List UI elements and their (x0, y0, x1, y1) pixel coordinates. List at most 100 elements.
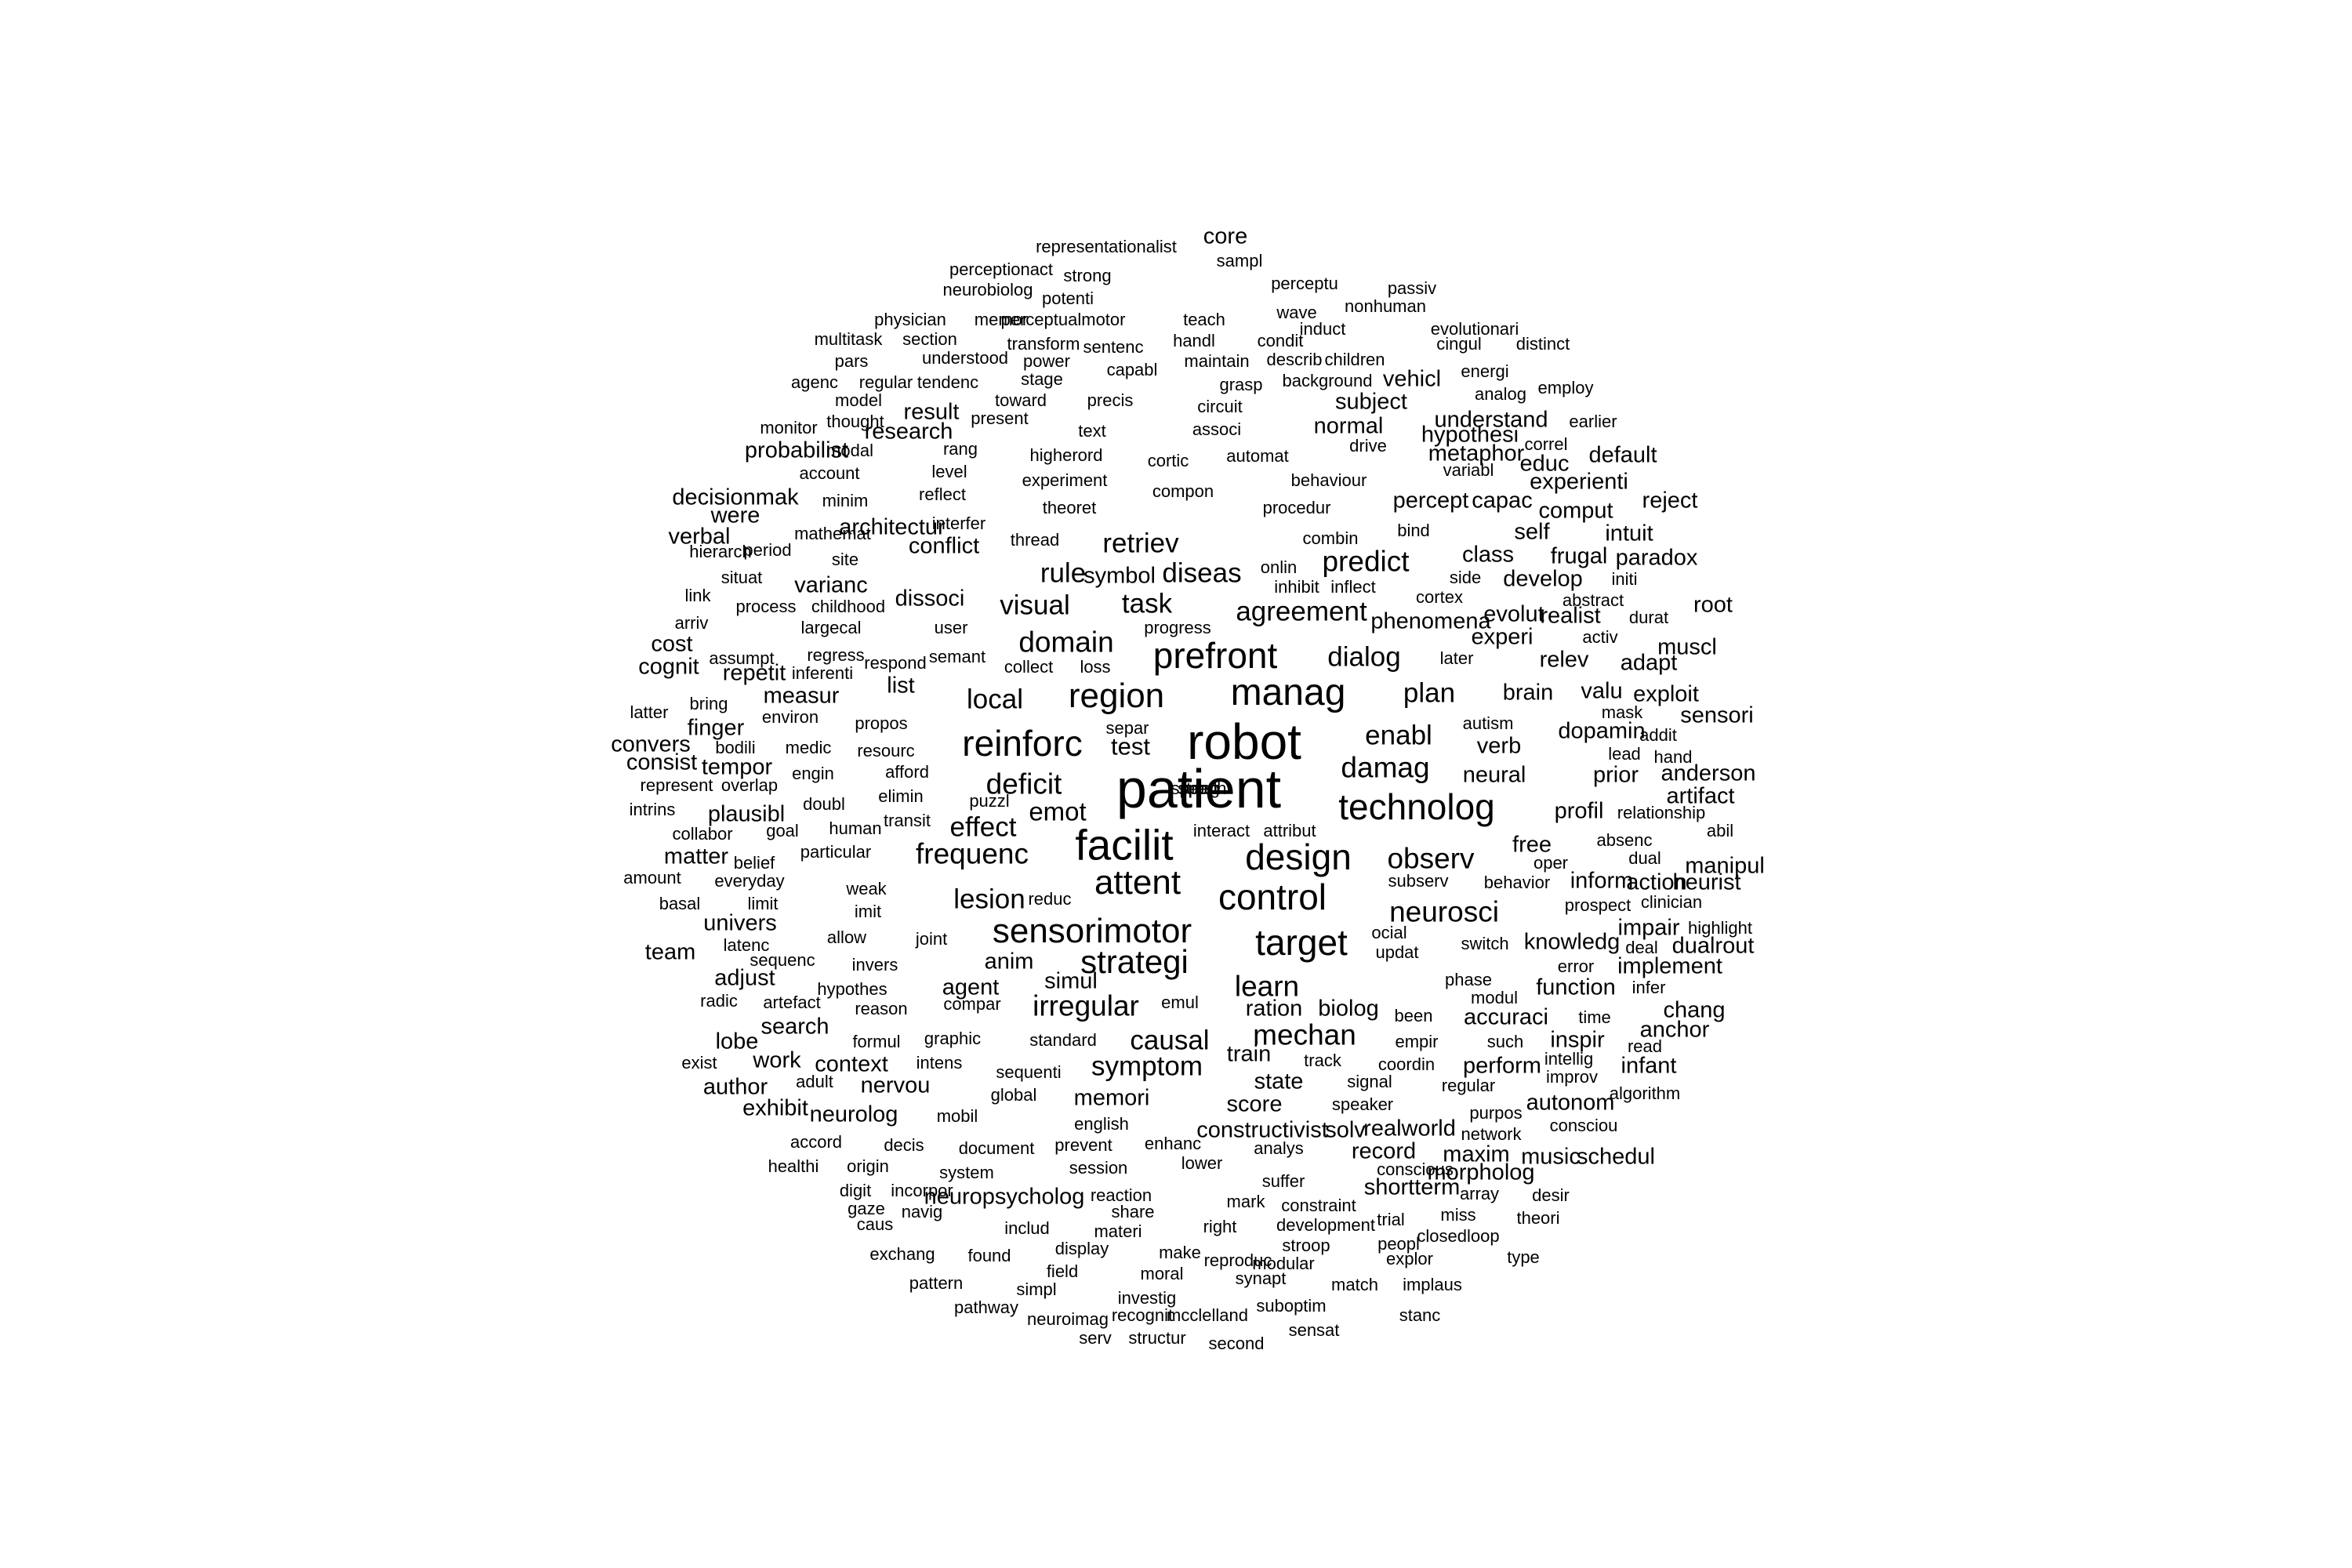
cloud-word: univers (703, 910, 777, 936)
cloud-word: exchang (869, 1244, 935, 1264)
cloud-word: vehicl (1382, 366, 1442, 392)
cloud-word: sampl (1216, 251, 1263, 270)
cloud-word: mcclelland (1167, 1305, 1248, 1325)
cloud-word: frugal (1550, 543, 1608, 569)
cloud-word: development (1276, 1215, 1375, 1235)
cloud-word: formul (852, 1032, 901, 1051)
cloud-word: hypothesi (1421, 422, 1519, 448)
cloud-word: grasp (1219, 375, 1263, 394)
cloud-word: sensori (1680, 702, 1754, 728)
cloud-word: convers (611, 731, 691, 757)
cloud-word: passiv (1387, 278, 1437, 298)
cloud-word: morpholog (1427, 1160, 1535, 1185)
cloud-word: regular (1441, 1076, 1496, 1095)
cloud-word: interact (1192, 821, 1250, 840)
cloud-word: design (1245, 837, 1352, 877)
cloud-word: array (1459, 1184, 1500, 1203)
cloud-word: reflect (919, 485, 966, 504)
cloud-word: effect (949, 811, 1017, 843)
cloud-word: accord (789, 1132, 843, 1152)
cloud-word: physician (874, 310, 946, 329)
cloud-word: weak (846, 879, 887, 898)
cloud-word: region (1068, 677, 1165, 715)
cloud-word: process (735, 597, 797, 616)
cloud-word: wave (1276, 303, 1317, 322)
cloud-word: suffer (1261, 1171, 1305, 1191)
cloud-word: enhanc (1144, 1134, 1202, 1153)
cloud-word: context (815, 1051, 888, 1077)
cloud-word: read (1627, 1036, 1663, 1056)
cloud-word: infant (1621, 1053, 1677, 1079)
cloud-word: higherord (1029, 445, 1103, 465)
cloud-word: bodili (715, 738, 756, 757)
cloud-word: engin (792, 764, 834, 783)
cloud-word: theori (1516, 1208, 1560, 1228)
cloud-word: associ (1192, 419, 1242, 439)
cloud-word: schedul (1577, 1144, 1655, 1170)
cloud-word: list (887, 673, 915, 699)
cloud-word: describ (1266, 350, 1323, 369)
cloud-word: found (967, 1246, 1011, 1265)
cloud-word: navig (901, 1202, 943, 1221)
cloud-word: attent (1094, 863, 1181, 902)
cloud-word: stage (1021, 369, 1063, 389)
cloud-word: reaction (1090, 1185, 1152, 1205)
cloud-word: probabilist (744, 437, 849, 463)
cloud-word: heurist (1672, 869, 1741, 895)
cloud-word: causal (1130, 1025, 1210, 1056)
cloud-word: action (1626, 869, 1687, 895)
cloud-word: distinct (1515, 334, 1570, 354)
cloud-word: mask (1601, 702, 1643, 722)
cloud-word: function (1536, 975, 1616, 1000)
cloud-word: separ (1105, 718, 1149, 738)
cloud-word: adult (796, 1072, 833, 1091)
cloud-word: side (1449, 568, 1482, 587)
cloud-word: standard (1029, 1030, 1097, 1050)
cloud-word: architectur (839, 514, 946, 540)
cloud-word: cognit (638, 654, 699, 680)
cloud-word: matter (663, 844, 729, 869)
cloud-word: particular (800, 842, 872, 862)
cloud-word: reduc (1028, 889, 1072, 909)
cloud-word: self (1514, 519, 1550, 545)
cloud-word: closedloop (1417, 1226, 1500, 1246)
cloud-word: autonom (1526, 1090, 1615, 1116)
cloud-word: dualrout (1671, 933, 1755, 959)
cloud-word: anim (984, 949, 1034, 975)
cloud-word: analys (1254, 1138, 1304, 1158)
cloud-word: dopamin (1558, 718, 1646, 744)
cloud-word: tempor (701, 754, 773, 780)
cloud-word: varianc (794, 572, 868, 598)
cloud-word: technolog (1338, 786, 1495, 827)
cloud-word: reproduc (1203, 1250, 1272, 1270)
cloud-word: sequenti (996, 1062, 1062, 1082)
cloud-word: experiment (1022, 470, 1108, 490)
cloud-word: trial (1377, 1210, 1405, 1229)
cloud-word: accuraci (1464, 1004, 1548, 1030)
cloud-word: plausibl (707, 801, 786, 827)
cloud-word: resourc (857, 741, 915, 760)
cloud-word: environ (761, 707, 819, 727)
cloud-word: thread (1010, 530, 1060, 550)
cloud-word: robot (1187, 713, 1301, 770)
cloud-word: bring (689, 694, 728, 713)
cloud-word: metaphor (1428, 441, 1525, 466)
cloud-word: sensorimotor (992, 912, 1192, 950)
cloud-word: train (1226, 1041, 1272, 1067)
cloud-word: pattern (909, 1273, 964, 1293)
cloud-word: tendenc (916, 372, 979, 392)
cloud-word: work (753, 1047, 801, 1073)
cloud-word: rang (942, 439, 978, 459)
cloud-word: onlin (1260, 557, 1298, 577)
cloud-word: biolog (1318, 996, 1379, 1022)
cloud-word: dissoci (895, 586, 965, 612)
cloud-word: nonhuman (1345, 296, 1426, 316)
cloud-word: strong (1063, 266, 1112, 285)
cloud-word: symbol (1083, 563, 1156, 589)
cloud-word: graphic (924, 1029, 982, 1048)
cloud-word: toward (994, 390, 1047, 410)
cloud-word: develop (1503, 566, 1583, 592)
cloud-word: attribut (1263, 821, 1316, 840)
cloud-word: task (1121, 588, 1173, 619)
cloud-word: root (1693, 592, 1733, 618)
